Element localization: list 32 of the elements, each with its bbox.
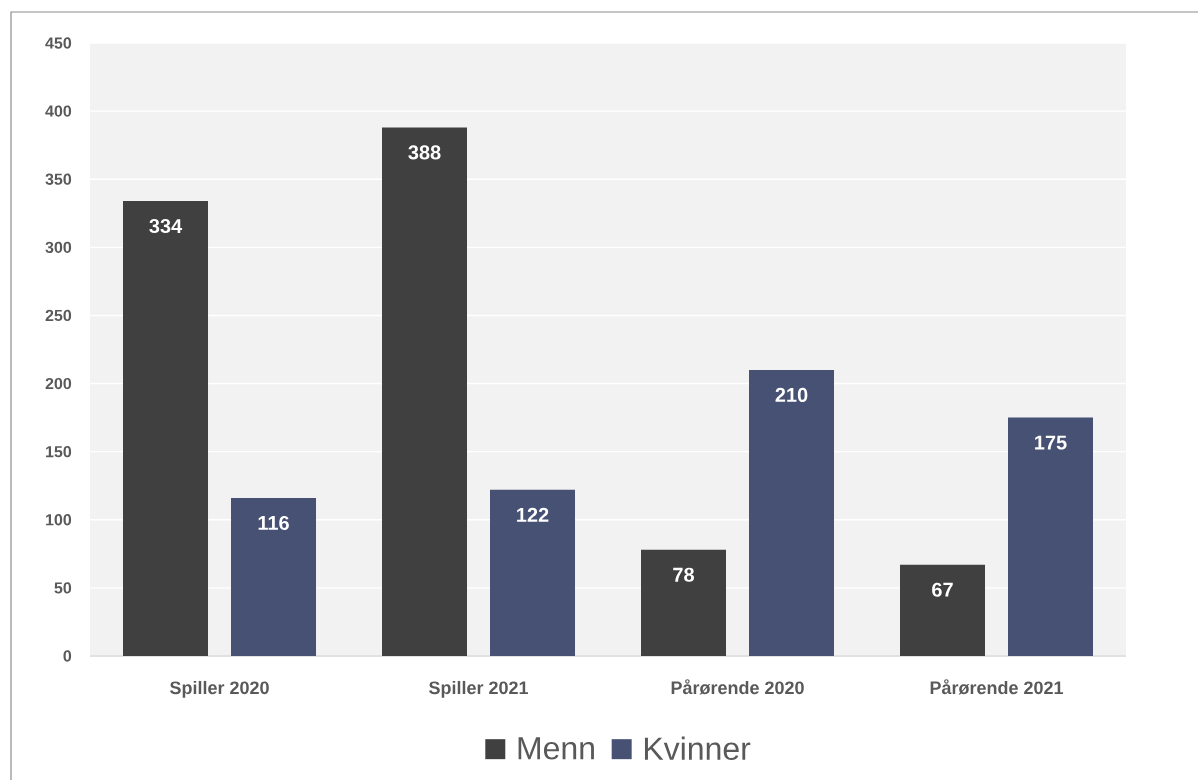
data-label: 116 [258, 515, 289, 531]
bar [900, 564, 986, 656]
x-tick-label: Spiller 2021 [429, 680, 529, 698]
legend-label: Menn [518, 737, 594, 760]
y-tick-label: 100 [46, 514, 72, 526]
bar [641, 549, 726, 656]
bar [1008, 417, 1093, 656]
x-tick-label: Spiller 2020 [170, 680, 269, 698]
y-tick-label: 250 [45, 309, 72, 322]
data-label: 67 [932, 582, 953, 597]
y-tick-label: 150 [46, 446, 72, 458]
bar [123, 201, 209, 656]
y-tick-label: 450 [45, 37, 72, 49]
y-tick-label: 400 [45, 105, 72, 117]
y-tick-label: 50 [54, 582, 72, 594]
data-label: 334 [149, 218, 183, 234]
data-label: 175 [1035, 435, 1067, 450]
data-label: 210 [775, 387, 808, 403]
y-tick-label: 0 [63, 650, 72, 662]
bar [231, 497, 317, 656]
data-label: 78 [673, 567, 694, 582]
y-tick-label: 300 [45, 241, 72, 254]
x-tick-label: Pårørende 2021 [930, 679, 1064, 695]
data-label: 388 [408, 145, 441, 160]
y-tick-label: 200 [45, 377, 72, 390]
bar [382, 127, 467, 656]
bar [749, 369, 835, 656]
x-tick-label: Pårørende 2020 [671, 679, 804, 695]
data-label: 122 [517, 507, 549, 522]
legend-label: Kvinner [644, 736, 751, 761]
y-tick-label: 350 [45, 173, 72, 185]
bar [490, 489, 575, 656]
